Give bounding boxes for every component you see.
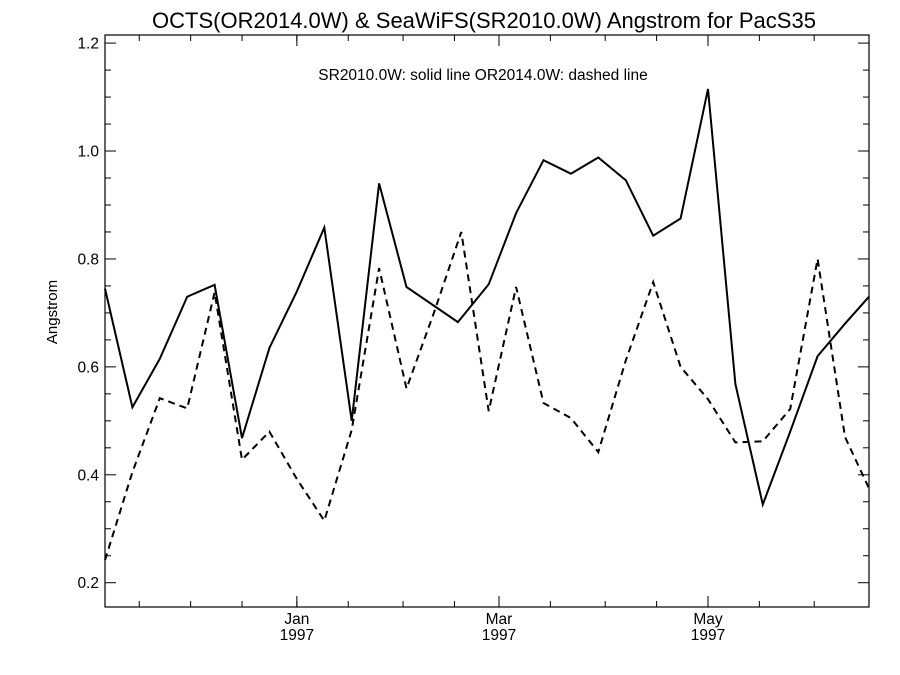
- y-tick-label: 0.6: [77, 359, 99, 376]
- y-axis-label: Angstrom: [44, 280, 61, 344]
- series-layer: [104, 88, 870, 561]
- y-tick-label: 1.0: [77, 144, 99, 161]
- x-tick-label-month: May: [693, 611, 723, 628]
- y-axis: 0.2 0.4 0.6 0.8 1.0 1.2: [77, 36, 869, 592]
- axes-box: [104, 34, 870, 608]
- plot-frame: [104, 34, 870, 608]
- series-line-or2014-0w: [104, 231, 870, 561]
- x-tick-label-year: 1997: [482, 627, 516, 644]
- y-tick-label: 1.2: [77, 36, 99, 53]
- y-tick-label: 0.4: [77, 467, 99, 484]
- x-tick-label-month: Jan: [284, 611, 309, 628]
- x-tick-label-year: 1997: [280, 627, 314, 644]
- chart-title: OCTS(OR2014.0W) & SeaWiFS(SR2010.0W) Ang…: [152, 8, 816, 33]
- x-tick-label-month: Mar: [486, 611, 513, 628]
- y-tick-label: 0.2: [77, 575, 99, 592]
- x-tick-label-year: 1997: [691, 627, 725, 644]
- y-tick-label: 0.8: [77, 251, 99, 268]
- chart-annotation: SR2010.0W: solid line OR2014.0W: dashed …: [318, 67, 647, 84]
- series-line-sr2010-0w: [104, 88, 870, 508]
